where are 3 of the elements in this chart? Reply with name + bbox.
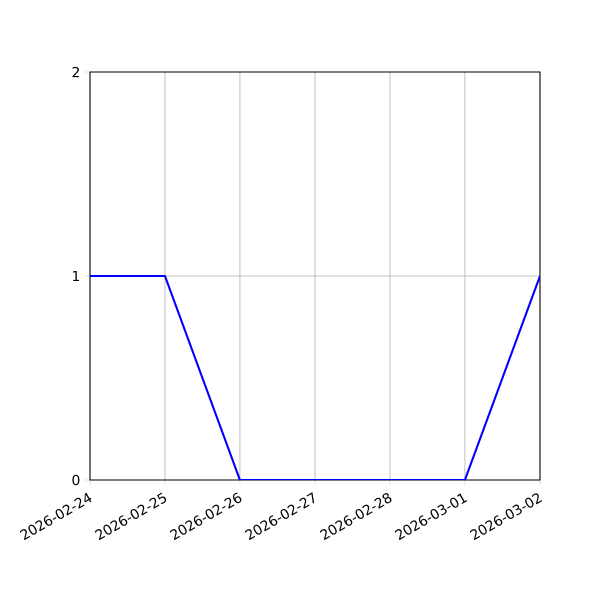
y-tick-label: 1 — [73, 270, 80, 282]
y-tick-label: 2 — [72, 66, 79, 78]
y-tick-label: 0 — [72, 474, 80, 486]
